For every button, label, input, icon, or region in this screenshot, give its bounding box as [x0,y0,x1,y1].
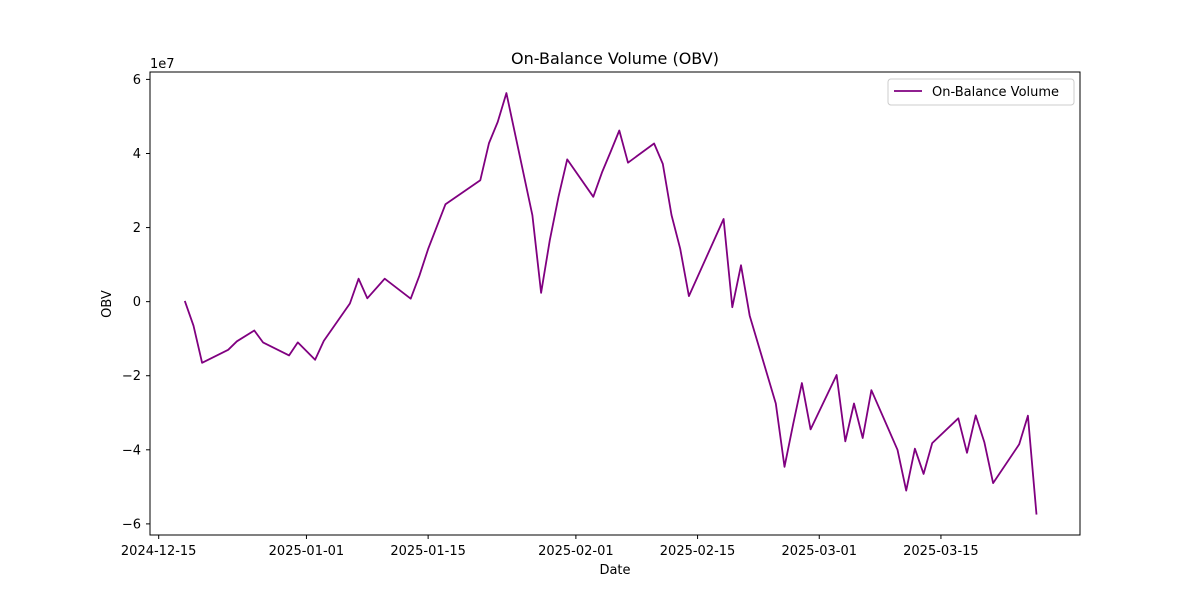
legend: On-Balance Volume [887,78,1075,106]
y-tick-label: 4 [133,147,141,162]
legend-label: On-Balance Volume [932,85,1059,100]
y-axis-ticks: −6 −4 −2 0 2 4 6 [122,73,150,532]
x-axis-ticks: 2024-12-15 2025-01-01 2025-01-15 2025-02-01… [121,535,979,559]
y-tick-label: −6 [122,517,141,532]
y-tick-label: 0 [133,295,141,310]
x-tick-label: 2025-02-01 [538,544,614,559]
series-line-on-balance-volume [183,92,1038,515]
y-axis-multiplier: 1e7 [150,57,175,72]
x-tick-label: 2025-01-01 [269,544,345,559]
x-axis-label: Date [599,563,630,578]
y-tick-label: 6 [133,73,141,88]
y-tick-label: −2 [122,369,141,384]
legend-box [887,78,1075,106]
y-tick-label: −4 [122,443,141,458]
x-tick-label: 2025-02-15 [660,544,736,559]
x-tick-label: 2025-03-01 [781,544,857,559]
chart-title: On-Balance Volume (OBV) [511,49,719,68]
y-tick-label: 2 [133,221,141,236]
x-tick-label: 2025-01-15 [390,544,466,559]
x-tick-label: 2025-03-15 [903,544,979,559]
plot-area [149,71,1081,536]
x-tick-label: 2024-12-15 [121,544,197,559]
y-axis-label: OBV [100,290,115,318]
